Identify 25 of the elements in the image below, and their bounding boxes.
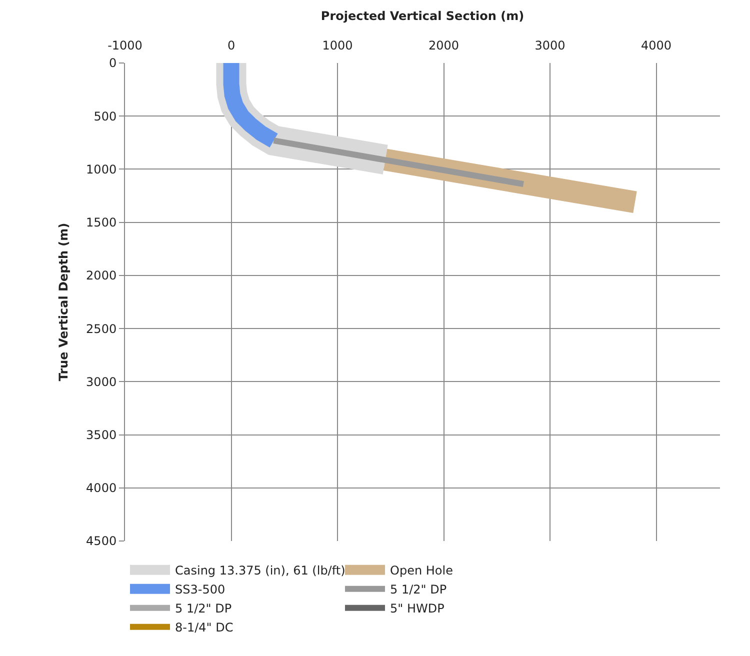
legend-label: 8-1/4" DC	[175, 620, 234, 635]
y-tick-label: 2500	[86, 322, 117, 336]
x-tick-label: 3000	[534, 38, 566, 53]
y-tick-label: 1000	[86, 162, 117, 176]
x-tick-label: -1000	[108, 38, 142, 53]
legend-label: 5 1/2" DP	[390, 582, 447, 597]
y-tick-label: 4000	[86, 481, 117, 496]
legend-label: Open Hole	[390, 564, 453, 578]
x-axis-title: Projected Vertical Section (m)	[320, 8, 524, 23]
y-tick-label: 3500	[86, 428, 117, 442]
y-tick-label: 500	[94, 109, 117, 124]
legend-label: Casing 13.375 (in), 61 (lb/ft)	[175, 564, 346, 578]
legend-label: 5" HWDP	[390, 602, 444, 616]
x-tick-label: 4000	[640, 38, 672, 53]
x-tick-label: 0	[227, 38, 236, 53]
y-tick-label: 3000	[86, 374, 117, 389]
y-tick-label: 2000	[86, 268, 117, 283]
legend-label: 5 1/2" DP	[175, 602, 232, 616]
y-axis-title: True Vertical Depth (m)	[56, 222, 70, 382]
y-tick-label: 1500	[86, 216, 117, 230]
legend-label: SS3-500	[175, 582, 226, 597]
y-tick-label: 0	[108, 56, 117, 70]
x-tick-label: 2000	[428, 38, 460, 53]
y-tick-label: 4500	[86, 534, 117, 548]
x-tick-label: 1000	[322, 38, 353, 53]
